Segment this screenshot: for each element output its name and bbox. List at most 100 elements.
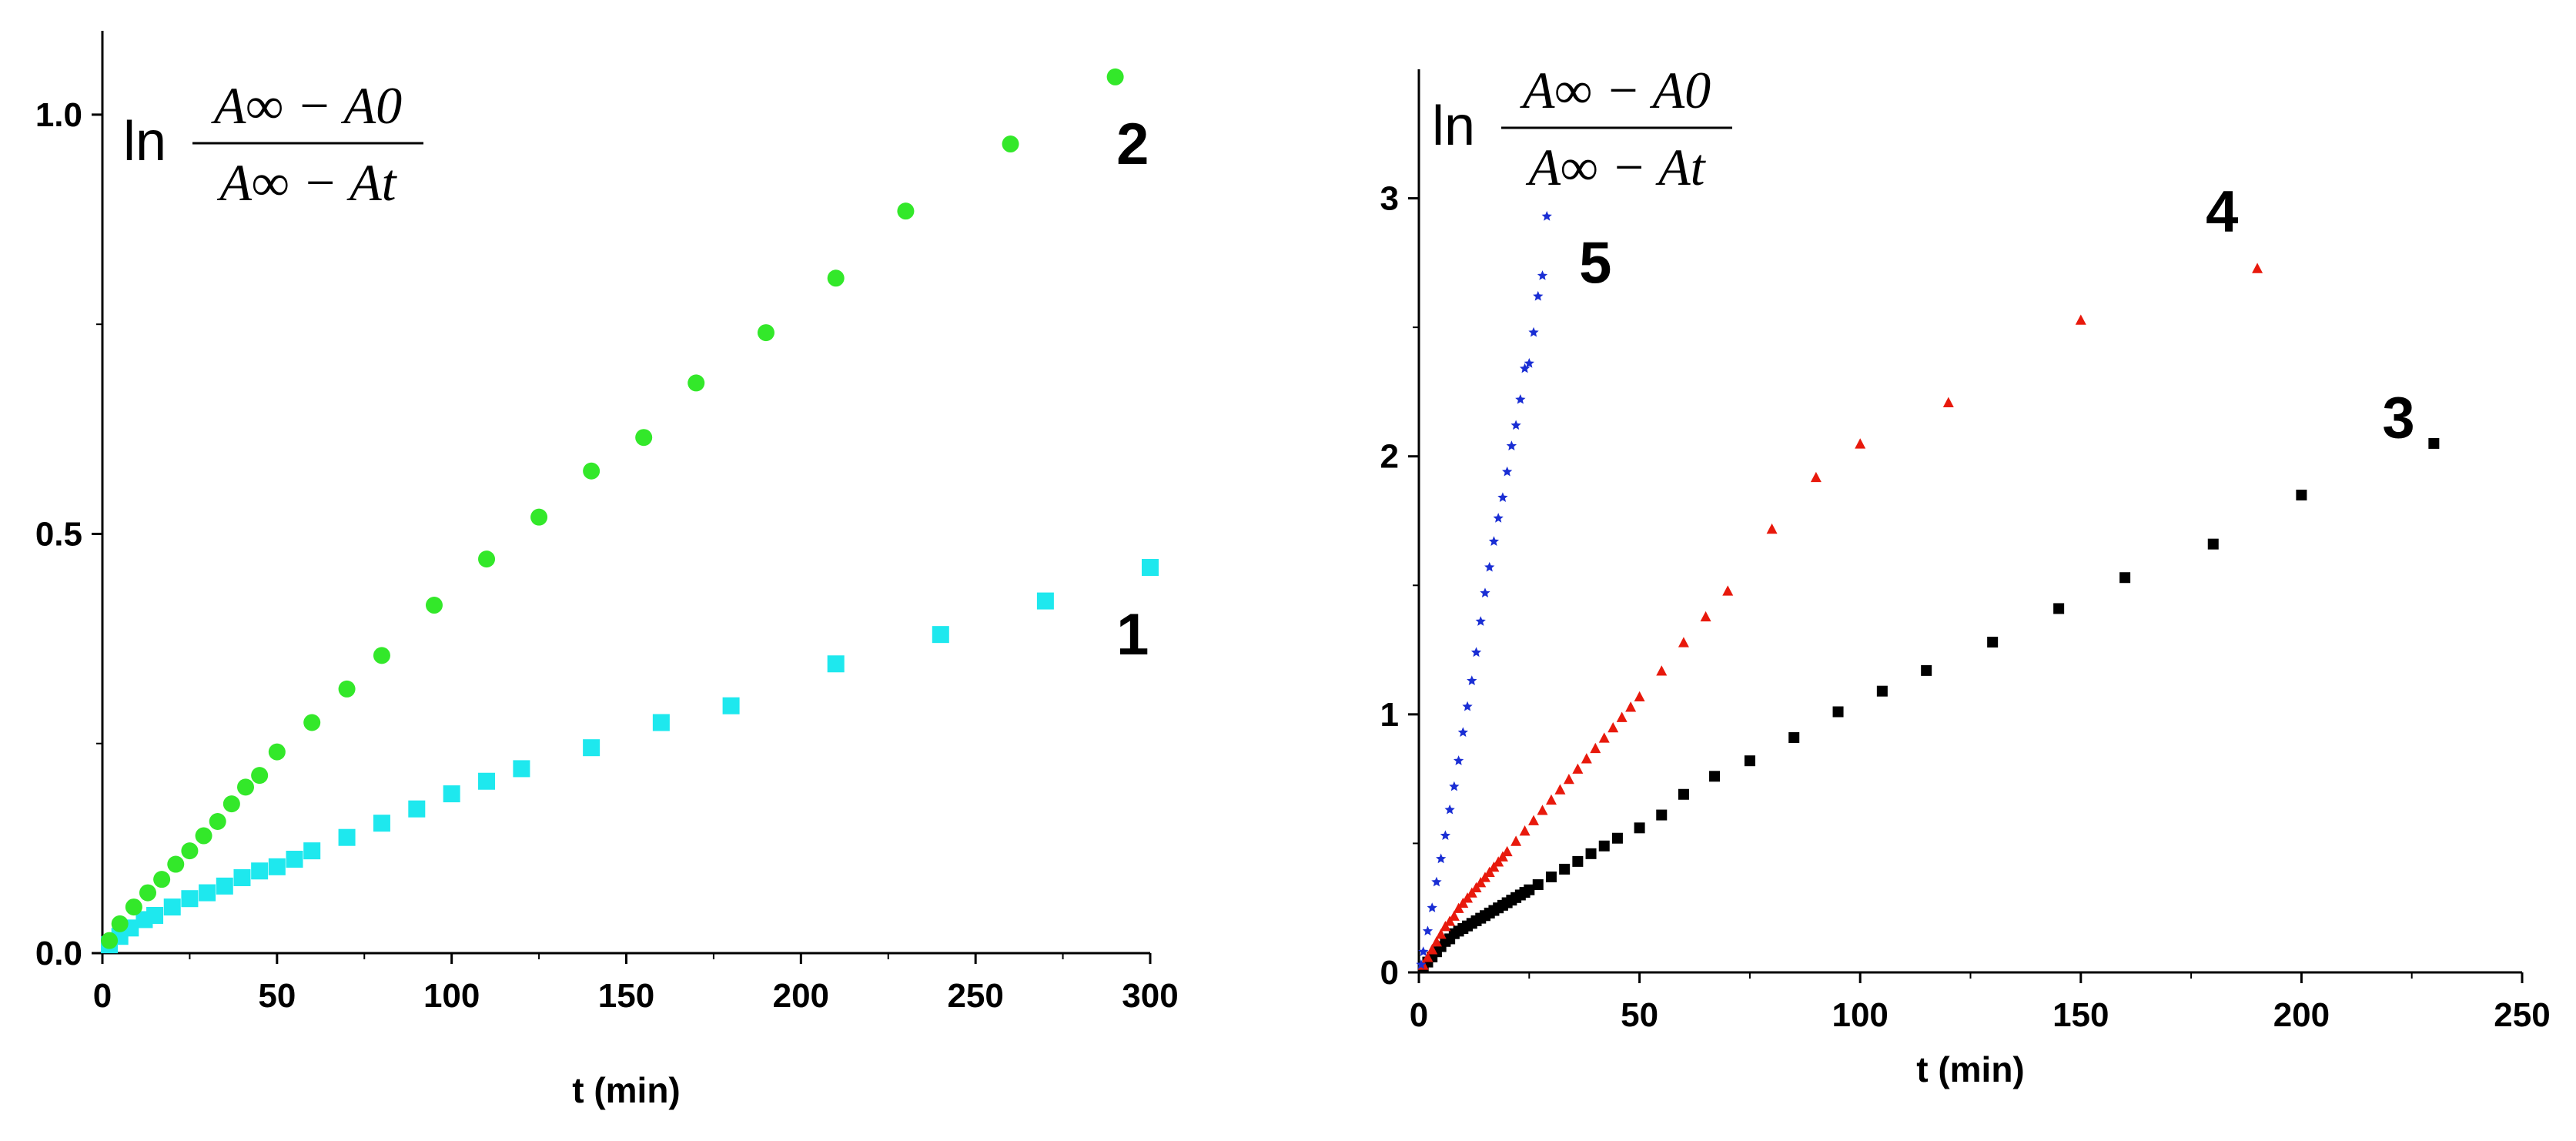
data-point xyxy=(1537,270,1548,280)
data-point xyxy=(652,714,670,731)
data-point xyxy=(1572,763,1584,774)
data-point xyxy=(1036,592,1054,610)
x-axis-label: t (min) xyxy=(1916,1049,2025,1089)
data-point xyxy=(237,778,255,796)
data-point xyxy=(303,714,321,731)
data-point xyxy=(1462,701,1473,711)
data-point xyxy=(1832,706,1844,718)
data-point xyxy=(513,760,530,778)
data-point xyxy=(146,906,164,924)
data-point xyxy=(1475,616,1486,626)
data-point xyxy=(1744,755,1755,767)
data-point xyxy=(1431,876,1442,887)
data-point xyxy=(478,772,496,790)
data-point xyxy=(1479,872,1490,882)
data-point xyxy=(1430,936,1442,947)
series-label-3: 3 xyxy=(2382,385,2414,450)
x-tick-label: 150 xyxy=(2052,996,2109,1034)
data-point xyxy=(373,815,390,832)
data-point xyxy=(1581,753,1592,764)
series-5 xyxy=(1416,211,1552,969)
data-point xyxy=(1519,825,1531,836)
data-point xyxy=(1533,290,1544,301)
data-point xyxy=(1497,851,1508,862)
data-point xyxy=(1488,536,1500,546)
series-2 xyxy=(101,68,1124,949)
data-point xyxy=(1572,855,1584,867)
x-tick-label: 300 xyxy=(1122,977,1178,1015)
data-point xyxy=(1416,959,1427,969)
data-point xyxy=(1484,561,1495,572)
data-point xyxy=(216,877,233,895)
data-point xyxy=(2428,437,2440,449)
y-tick-label: 2 xyxy=(1380,438,1399,476)
data-point xyxy=(1921,664,1932,676)
y-tick-label: 1 xyxy=(1380,696,1399,734)
data-point xyxy=(1510,835,1522,846)
data-point xyxy=(1598,732,1610,743)
x-tick-label: 200 xyxy=(2273,996,2330,1034)
data-point xyxy=(163,898,181,916)
ylabel-numerator: A∞ − A0 xyxy=(1520,61,1711,119)
data-point xyxy=(2119,572,2131,584)
data-point xyxy=(1448,910,1460,921)
data-point xyxy=(1656,809,1668,821)
x-tick-label: 100 xyxy=(423,977,480,1015)
data-point xyxy=(1598,840,1610,852)
data-point xyxy=(1444,915,1456,926)
data-point xyxy=(1444,804,1455,815)
data-point xyxy=(1449,781,1460,791)
data-point xyxy=(1501,466,1513,477)
data-point xyxy=(1722,585,1734,596)
data-point xyxy=(408,800,426,818)
data-point xyxy=(1616,711,1628,722)
data-point xyxy=(1436,853,1447,864)
series-4 xyxy=(1417,263,2263,970)
data-point xyxy=(1422,952,1434,962)
data-point xyxy=(338,680,356,698)
data-point xyxy=(1545,794,1557,805)
data-point xyxy=(1700,611,1711,622)
data-point xyxy=(687,374,705,392)
data-point xyxy=(101,932,119,949)
data-point xyxy=(1855,438,1866,449)
data-point xyxy=(1585,848,1597,859)
data-point xyxy=(1678,637,1689,647)
data-point xyxy=(1506,440,1517,450)
data-point xyxy=(1590,742,1601,754)
series-label-5: 5 xyxy=(1579,230,1611,296)
data-point xyxy=(478,550,496,568)
data-point xyxy=(1537,805,1548,815)
data-point xyxy=(1453,755,1464,765)
data-point xyxy=(1462,892,1474,903)
data-point xyxy=(222,795,240,813)
data-point xyxy=(583,462,601,480)
data-point xyxy=(181,890,199,908)
data-point xyxy=(1510,420,1521,430)
data-point xyxy=(1427,944,1438,955)
data-point xyxy=(1634,691,1645,702)
data-point xyxy=(1528,326,1539,337)
data-point xyxy=(2252,263,2263,273)
y-tick-label: 0 xyxy=(1380,954,1399,992)
data-point xyxy=(1709,771,1721,782)
y-tick-label: 0.0 xyxy=(35,935,82,972)
data-point xyxy=(722,697,740,714)
data-point xyxy=(827,269,845,287)
data-point xyxy=(373,647,390,664)
data-point xyxy=(1656,665,1668,676)
data-point xyxy=(1488,861,1500,872)
data-point xyxy=(1484,866,1495,877)
x-tick-label: 250 xyxy=(947,977,1003,1015)
data-point xyxy=(1942,397,1954,407)
data-point xyxy=(1422,925,1434,936)
data-point xyxy=(1002,136,1019,153)
data-point xyxy=(1497,492,1508,502)
data-point xyxy=(1987,637,1999,648)
series-label-4: 4 xyxy=(2206,179,2238,244)
data-point xyxy=(251,862,269,880)
data-point xyxy=(443,785,460,803)
data-point xyxy=(1766,523,1778,534)
data-point xyxy=(286,851,303,868)
